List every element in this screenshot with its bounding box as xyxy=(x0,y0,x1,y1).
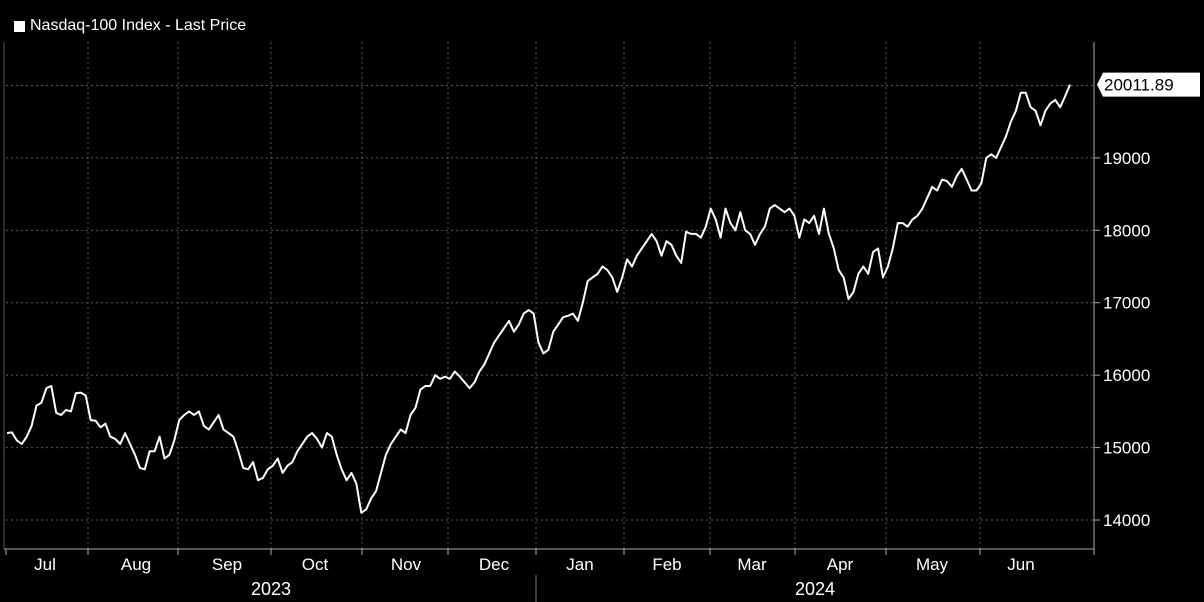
x-tick-label: Jan xyxy=(566,555,593,574)
y-tick-label: 16000 xyxy=(1103,366,1150,385)
y-tick-label: 15000 xyxy=(1103,439,1150,458)
x-year-label: 2024 xyxy=(795,579,835,599)
grid xyxy=(6,42,1094,549)
x-tick-label: Oct xyxy=(302,555,329,574)
x-tick-label: Apr xyxy=(827,555,854,574)
x-tick-label: Feb xyxy=(652,555,681,574)
x-tick-label: Dec xyxy=(479,555,510,574)
x-axis-ticks: Jul Aug Sep Oct Nov Dec Jan Feb Mar Apr May Jun 2023… xyxy=(5,549,1095,602)
x-tick-label: May xyxy=(916,555,949,574)
x-tick-label: Sep xyxy=(212,555,242,574)
y-tick-label: 17000 xyxy=(1103,294,1150,313)
x-tick-label: Mar xyxy=(737,555,767,574)
last-price-tag-shape xyxy=(1097,72,1200,97)
legend: Nasdaq-100 Index - Last Price xyxy=(14,17,246,35)
legend-label: Nasdaq-100 Index - Last Price xyxy=(30,17,247,34)
x-tick-label: Jul xyxy=(34,555,56,574)
x-tick-label: Nov xyxy=(391,555,422,574)
y-tick-label: 19000 xyxy=(1103,149,1150,168)
axes xyxy=(4,42,1095,550)
last-price-tag: 20011.89 xyxy=(1097,72,1200,97)
series-line xyxy=(6,84,1071,514)
y-tick-label: 18000 xyxy=(1103,221,1150,240)
last-price-label: 20011.89 xyxy=(1104,76,1174,95)
y-tick-label: 14000 xyxy=(1103,511,1150,530)
x-year-label: 2023 xyxy=(251,579,291,599)
x-tick-label: Aug xyxy=(121,555,151,574)
legend-swatch xyxy=(14,20,25,32)
y-axis-ticks: 14000 15000 16000 17000 18000 19000 xyxy=(1094,149,1150,530)
x-tick-label: Jun xyxy=(1007,555,1034,574)
